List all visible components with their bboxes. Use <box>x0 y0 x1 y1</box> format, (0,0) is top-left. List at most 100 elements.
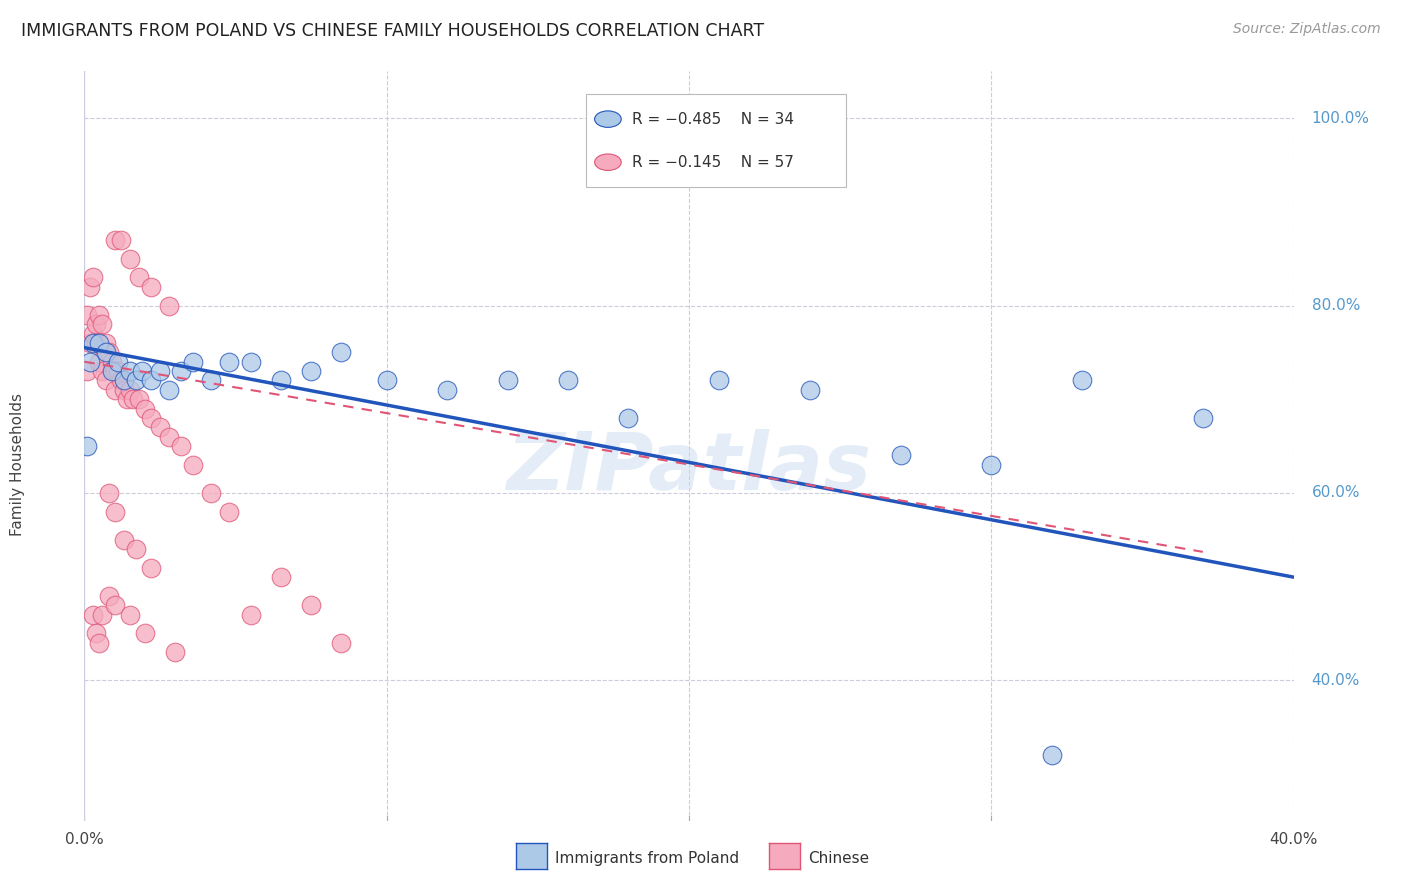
Point <box>139 374 162 388</box>
Point <box>76 308 98 322</box>
Point <box>104 599 127 613</box>
Point <box>107 364 129 378</box>
Point <box>104 233 127 247</box>
Point <box>82 336 104 351</box>
Text: R = −0.485    N = 34: R = −0.485 N = 34 <box>633 112 794 127</box>
Point <box>118 383 141 397</box>
Point <box>79 336 101 351</box>
Point <box>118 607 141 622</box>
Text: Immigrants from Poland: Immigrants from Poland <box>555 851 740 865</box>
Point <box>170 439 193 453</box>
Point <box>118 364 141 378</box>
Point <box>89 308 111 322</box>
Point <box>104 383 127 397</box>
Point <box>139 410 162 425</box>
Point <box>100 355 122 369</box>
Point <box>89 635 111 649</box>
Text: 80.0%: 80.0% <box>1312 298 1360 313</box>
Point <box>218 355 240 369</box>
Point <box>139 280 162 294</box>
Point <box>1192 410 1215 425</box>
Point <box>165 645 187 659</box>
Point <box>890 449 912 463</box>
Point <box>200 486 222 500</box>
Point <box>104 505 127 519</box>
Point <box>97 589 120 603</box>
Point <box>375 374 398 388</box>
Text: 100.0%: 100.0% <box>1312 111 1369 126</box>
Point <box>149 364 172 378</box>
Point <box>91 364 114 378</box>
Point <box>270 570 292 584</box>
Text: Source: ZipAtlas.com: Source: ZipAtlas.com <box>1233 22 1381 37</box>
Point <box>91 317 114 331</box>
Text: IMMIGRANTS FROM POLAND VS CHINESE FAMILY HOUSEHOLDS CORRELATION CHART: IMMIGRANTS FROM POLAND VS CHINESE FAMILY… <box>21 22 765 40</box>
Point <box>157 430 180 444</box>
Text: 60.0%: 60.0% <box>1312 485 1360 500</box>
Point <box>157 298 180 313</box>
Point <box>149 420 172 434</box>
Point <box>79 280 101 294</box>
Point <box>181 355 204 369</box>
Point <box>1040 747 1063 762</box>
Point <box>97 345 120 359</box>
Point <box>104 364 127 378</box>
Point <box>97 486 120 500</box>
Text: Family Households: Family Households <box>10 393 25 536</box>
Point <box>89 355 111 369</box>
Point <box>299 364 322 378</box>
Point <box>94 336 117 351</box>
Point <box>82 270 104 285</box>
Point <box>299 599 322 613</box>
Point <box>157 383 180 397</box>
Point <box>330 635 353 649</box>
Point <box>91 607 114 622</box>
Point <box>170 364 193 378</box>
Point <box>617 410 640 425</box>
Point <box>86 626 108 640</box>
Point <box>709 374 731 388</box>
Point <box>125 541 148 557</box>
Point <box>128 392 150 407</box>
Point <box>218 505 240 519</box>
FancyBboxPatch shape <box>586 94 846 187</box>
Point <box>131 364 153 378</box>
Point <box>139 561 162 575</box>
Point <box>239 355 262 369</box>
Circle shape <box>595 111 621 128</box>
Point <box>107 355 129 369</box>
Point <box>112 533 135 547</box>
Point <box>118 252 141 266</box>
Point <box>82 607 104 622</box>
Point <box>82 326 104 341</box>
Text: ZIPatlas: ZIPatlas <box>506 429 872 508</box>
Point <box>239 607 262 622</box>
Text: Chinese: Chinese <box>808 851 869 865</box>
Point <box>134 626 156 640</box>
Point <box>134 401 156 416</box>
Point <box>270 374 292 388</box>
Point <box>496 374 519 388</box>
Point <box>86 336 108 351</box>
Point <box>79 355 101 369</box>
Point <box>1071 374 1094 388</box>
Point <box>181 458 204 472</box>
Point <box>980 458 1002 472</box>
Text: R = −0.145    N = 57: R = −0.145 N = 57 <box>633 154 794 169</box>
Text: 40.0%: 40.0% <box>1270 832 1317 847</box>
Point <box>557 374 579 388</box>
Point <box>94 345 117 359</box>
Point <box>115 392 138 407</box>
Circle shape <box>595 154 621 170</box>
Point <box>799 383 821 397</box>
Point <box>330 345 353 359</box>
Point <box>110 374 132 388</box>
Point <box>121 392 143 407</box>
Point <box>86 317 108 331</box>
Point <box>128 270 150 285</box>
Point <box>112 383 135 397</box>
Point <box>100 364 122 378</box>
Point <box>76 439 98 453</box>
Point <box>89 336 111 351</box>
Point <box>76 364 98 378</box>
